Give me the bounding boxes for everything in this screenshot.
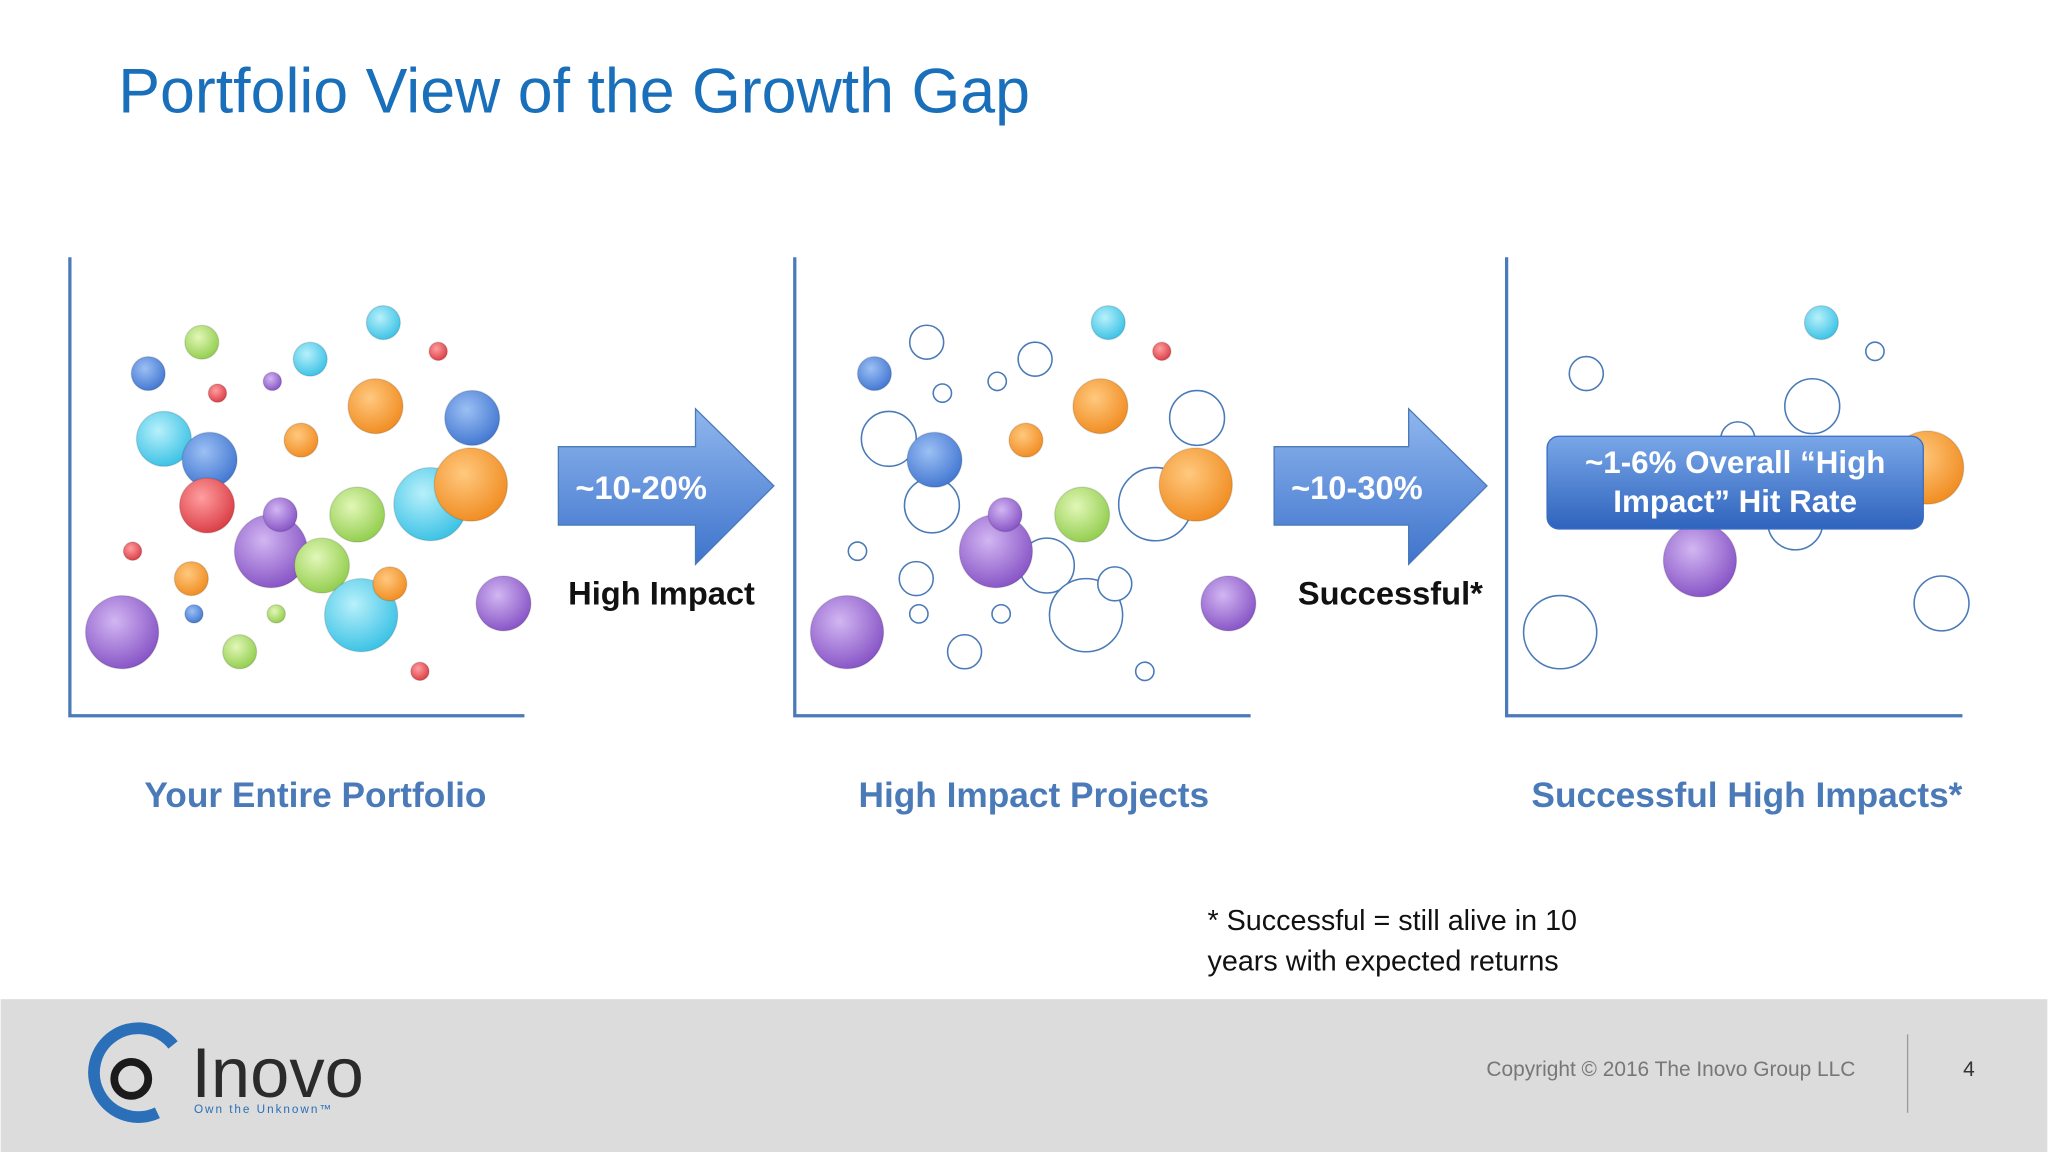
bubble <box>1090 304 1126 341</box>
footnote: years with expected returns <box>1208 945 1559 977</box>
bubbles <box>84 304 1970 682</box>
panel-axes <box>68 257 1963 718</box>
bubble <box>347 378 404 435</box>
bubble <box>444 389 501 447</box>
bubble <box>1662 523 1738 598</box>
bubble <box>847 541 868 562</box>
bubble <box>991 603 1012 624</box>
bubble <box>908 324 945 360</box>
bubble <box>1097 566 1133 602</box>
logo-name: Inovo <box>191 1033 364 1112</box>
bubble <box>946 633 983 670</box>
bubble <box>283 422 319 458</box>
callout-text: ~1-6% Overall “High <box>1585 445 1885 480</box>
bubble <box>130 355 166 392</box>
panel-label: Successful High Impacts* <box>1531 776 1962 815</box>
bubble <box>987 371 1008 392</box>
footnote: * Successful = still alive in 10 <box>1208 905 1578 937</box>
bubble <box>122 541 143 561</box>
bubble <box>906 431 963 488</box>
bubble <box>1803 304 1840 341</box>
bubble <box>1200 575 1257 632</box>
callout-box <box>1546 435 1924 530</box>
bubble <box>1784 377 1841 435</box>
bubble <box>932 383 953 404</box>
bubble <box>184 324 220 360</box>
bubble <box>433 447 509 522</box>
bubble <box>1017 341 1053 377</box>
arrow <box>557 407 775 566</box>
bubble <box>908 603 929 624</box>
bubble <box>262 371 283 392</box>
bubble <box>987 496 1023 533</box>
arrow-label: High Impact <box>568 575 755 612</box>
bubble <box>135 410 192 467</box>
bubble <box>428 341 448 362</box>
bubble <box>222 634 258 670</box>
page-number: 4 <box>1963 1058 1975 1081</box>
bubble <box>178 477 236 534</box>
bubble <box>1865 341 1885 362</box>
bubble <box>898 560 935 597</box>
bubble <box>184 604 204 624</box>
bubble <box>173 560 209 597</box>
bubble <box>372 566 408 602</box>
title: Portfolio View of the Growth Gap <box>118 56 1030 126</box>
panel-label: High Impact Projects <box>858 776 1209 815</box>
bubble <box>1158 447 1233 522</box>
bubble <box>1168 389 1226 447</box>
arrow-percent: ~10-30% <box>1291 469 1423 506</box>
bubble <box>329 486 386 543</box>
footer <box>0 999 2048 1152</box>
bubble <box>262 496 298 533</box>
logo-mark <box>88 1022 178 1123</box>
copyright: Copyright © 2016 The Inovo Group LLC <box>1486 1058 1855 1081</box>
bubble <box>809 594 885 670</box>
bubble <box>410 661 430 682</box>
bubble <box>293 537 351 594</box>
callout-text: Impact” Hit Rate <box>1613 484 1857 519</box>
bubble <box>207 383 228 403</box>
bubble <box>84 594 160 670</box>
bubble <box>1522 594 1598 670</box>
bubble <box>266 604 287 624</box>
bubble <box>1913 575 1970 632</box>
bubble <box>1152 341 1172 362</box>
arrow <box>1273 407 1488 566</box>
logo-tagline: Own the Unknown™ <box>194 1103 333 1116</box>
bubble <box>1054 486 1111 543</box>
bubble <box>1568 355 1605 392</box>
arrow-percent: ~10-20% <box>575 469 707 506</box>
bubble <box>475 575 532 632</box>
bubble <box>860 410 918 468</box>
bubble <box>1008 422 1044 458</box>
bubble <box>856 355 893 392</box>
panel-label: Your Entire Portfolio <box>144 776 486 815</box>
arrow-label: Successful* <box>1298 575 1483 612</box>
bubble <box>1072 378 1129 435</box>
bubble <box>365 304 401 341</box>
bubble <box>1134 661 1155 682</box>
bubble <box>292 341 328 377</box>
